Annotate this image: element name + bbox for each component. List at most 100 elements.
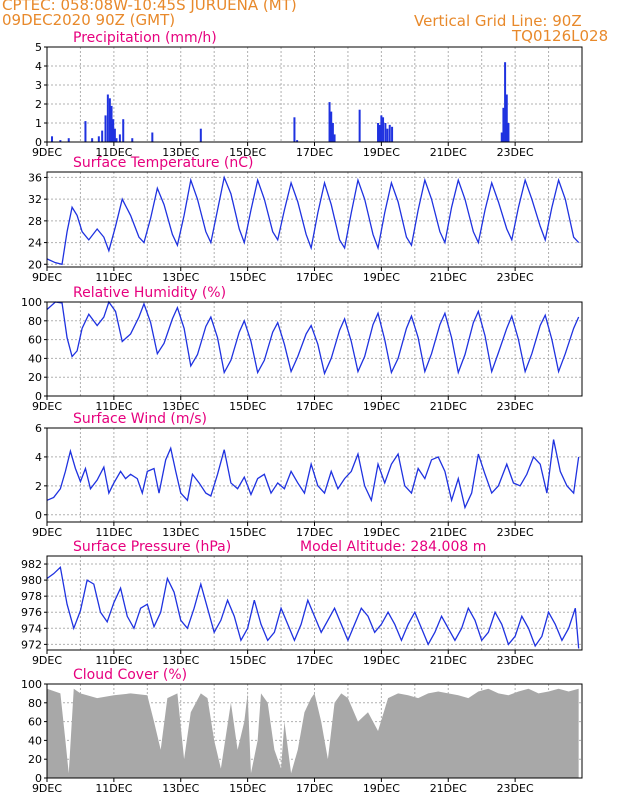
precip-title: Precipitation (mm/h): [73, 30, 217, 46]
precip-bar: [51, 136, 54, 142]
precip-bar: [59, 140, 62, 142]
cloud-ytick-label: 40: [28, 734, 42, 747]
pressure-xtick-label: 23DEC: [497, 654, 534, 667]
precip-xtick-label: 9DEC: [32, 146, 62, 159]
precip-xtick-label: 17DEC: [296, 146, 333, 159]
precip-bar: [113, 128, 116, 142]
temp-ytick-label: 32: [28, 193, 42, 206]
wind-ytick-label: 0: [35, 509, 42, 522]
precip-ytick-label: 5: [35, 41, 42, 54]
temp-title: Surface Temperature (nC): [73, 155, 254, 171]
temp-xtick-label: 11DEC: [95, 271, 132, 284]
precip-bar: [380, 115, 383, 142]
temp-ytick-label: 28: [28, 215, 42, 228]
header-grid-line: Vertical Grid Line: 90Z: [414, 12, 582, 30]
temp-xtick-label: 21DEC: [430, 271, 467, 284]
cloud-ytick-label: 100: [21, 678, 42, 691]
precip-bar: [384, 123, 387, 142]
precip-bar: [500, 132, 503, 142]
wind-xtick-label: 11DEC: [95, 526, 132, 539]
precip-bar: [110, 105, 113, 142]
cloud-title: Cloud Cover (%): [73, 667, 187, 683]
pressure-ytick-label: 974: [21, 622, 42, 635]
rh-xtick-label: 9DEC: [32, 400, 62, 413]
rh-ytick-label: 60: [28, 334, 42, 347]
precip-bar: [84, 121, 87, 142]
temp-xtick-label: 13DEC: [162, 271, 199, 284]
wind-ytick-label: 2: [35, 480, 42, 493]
precip-bar: [382, 117, 385, 142]
pressure-ytick-label: 976: [21, 606, 42, 619]
temp-ytick-label: 36: [28, 171, 42, 184]
wind-xtick-label: 17DEC: [296, 526, 333, 539]
wind-xtick-label: 15DEC: [229, 526, 266, 539]
precip-bar: [358, 109, 361, 142]
cloud-xtick-label: 19DEC: [363, 782, 400, 795]
precip-bar: [388, 124, 391, 142]
pressure-annotation: Model Altitude: 284.008 m: [300, 539, 486, 555]
temp-xtick-label: 17DEC: [296, 271, 333, 284]
precip-bar: [330, 111, 333, 142]
pressure-xtick-label: 21DEC: [430, 654, 467, 667]
cloud-xtick-label: 23DEC: [497, 782, 534, 795]
cloud-xtick-label: 15DEC: [229, 782, 266, 795]
rh-xtick-label: 15DEC: [229, 400, 266, 413]
cloud-xtick-label: 11DEC: [95, 782, 132, 795]
pressure-ytick-label: 982: [21, 558, 42, 571]
precip-xtick-label: 21DEC: [430, 146, 467, 159]
precip-bar: [199, 128, 202, 142]
precip-bar: [108, 98, 111, 142]
precip-ytick-label: 3: [35, 79, 42, 92]
temp-line: [46, 175, 580, 266]
temp-xtick-label: 19DEC: [363, 271, 400, 284]
precip-bar: [505, 94, 508, 142]
wind-xtick-label: 19DEC: [363, 526, 400, 539]
rh-xtick-label: 23DEC: [497, 400, 534, 413]
pressure-line: [46, 565, 580, 649]
precip-xtick-label: 15DEC: [229, 146, 266, 159]
precip-bar: [378, 124, 381, 142]
pressure-ytick-label: 978: [21, 590, 42, 603]
precip-ytick-label: 2: [35, 98, 42, 111]
rh-xtick-label: 21DEC: [430, 400, 467, 413]
precip-bar: [106, 94, 109, 142]
header-model-code: TQ0126L028: [512, 27, 609, 45]
precip-bar: [507, 123, 510, 142]
pressure-title: Surface Pressure (hPa): [73, 539, 231, 555]
temp-xtick-label: 9DEC: [32, 271, 62, 284]
cloud-ytick-label: 80: [28, 697, 42, 710]
precip-bar: [331, 123, 334, 142]
pressure-ytick-label: 972: [21, 638, 42, 651]
precip-xtick-label: 23DEC: [497, 146, 534, 159]
rh-xtick-label: 17DEC: [296, 400, 333, 413]
temp-xtick-label: 15DEC: [229, 271, 266, 284]
rh-line: [46, 300, 580, 376]
wind-xtick-label: 21DEC: [430, 526, 467, 539]
rh-ytick-label: 100: [21, 296, 42, 309]
wind-xtick-label: 23DEC: [497, 526, 534, 539]
pressure-xtick-label: 9DEC: [32, 654, 62, 667]
precip-bar: [293, 117, 296, 142]
precip-bar: [328, 102, 331, 142]
precip-bar: [67, 138, 70, 142]
rh-xtick-label: 13DEC: [162, 400, 199, 413]
precip-bar: [112, 119, 115, 142]
precip-bar: [97, 136, 100, 142]
precip-xtick-label: 13DEC: [162, 146, 199, 159]
cloud-ytick-label: 60: [28, 716, 42, 729]
wind-ytick-label: 6: [35, 422, 42, 435]
cloud-xtick-label: 21DEC: [430, 782, 467, 795]
precip-bar: [122, 119, 125, 142]
cloud-xtick-label: 9DEC: [32, 782, 62, 795]
precip-bar: [118, 134, 121, 142]
precip-ytick-label: 4: [35, 60, 42, 73]
rh-ytick-label: 20: [28, 371, 42, 384]
temp-ytick-label: 20: [28, 258, 42, 271]
cloud-xtick-label: 13DEC: [162, 782, 199, 795]
pressure-ytick-label: 980: [21, 574, 42, 587]
pressure-xtick-label: 13DEC: [162, 654, 199, 667]
precip-bar: [386, 128, 389, 142]
cloud-ytick-label: 20: [28, 753, 42, 766]
rh-title: Relative Humidity (%): [73, 285, 226, 301]
